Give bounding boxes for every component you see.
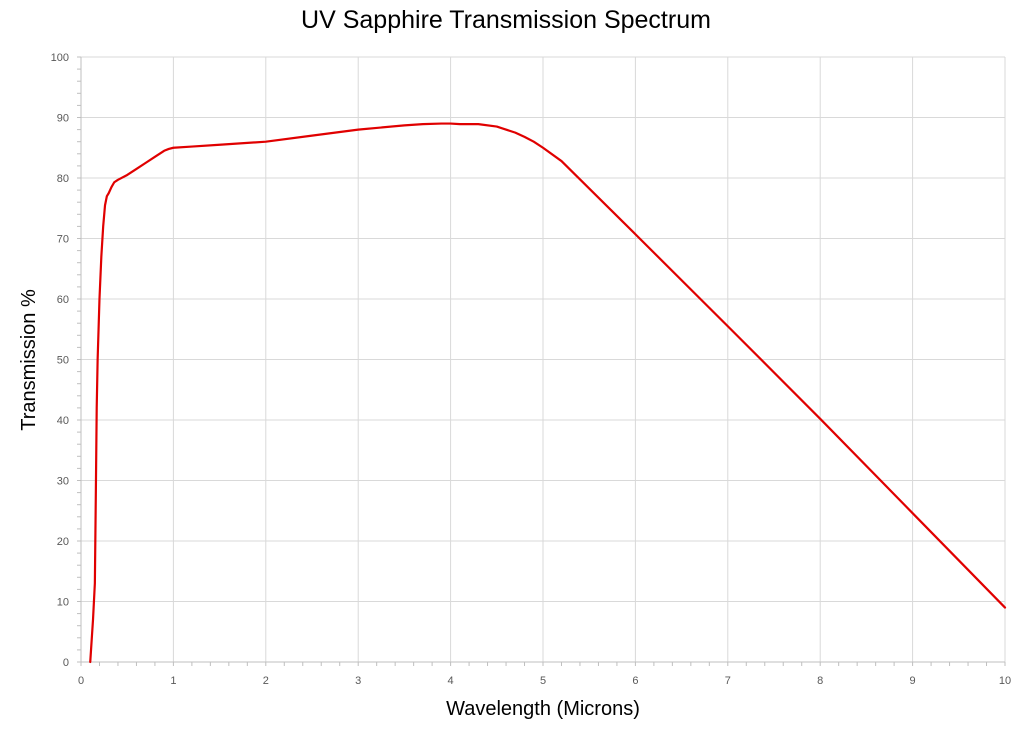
x-tick-label: 4 <box>448 675 454 687</box>
y-axis-title: Transmission % <box>18 289 40 431</box>
y-tick-label: 100 <box>51 52 69 64</box>
x-tick-label: 9 <box>910 675 916 687</box>
y-tick-label: 20 <box>57 536 69 548</box>
x-tick-label: 7 <box>725 675 731 687</box>
y-tick-label: 90 <box>57 113 69 125</box>
series-layer <box>89 122 1007 664</box>
gridlines <box>81 56 1006 662</box>
y-tick-label: 80 <box>57 173 69 185</box>
x-axis-title: Wavelength (Microns) <box>446 698 640 720</box>
x-tick-label: 2 <box>263 675 269 687</box>
x-tick-label: 10 <box>999 675 1011 687</box>
y-tick-label: 50 <box>57 355 69 367</box>
y-tick-label: 0 <box>63 657 69 669</box>
y-tick-label: 30 <box>57 476 69 488</box>
x-tick-label: 3 <box>355 675 361 687</box>
x-tick-label: 0 <box>78 675 84 687</box>
x-tick-label: 8 <box>817 675 823 687</box>
y-tick-label: 40 <box>57 415 69 427</box>
chart-title: UV Sapphire Transmission Spectrum <box>301 6 711 34</box>
y-tick-label: 70 <box>57 234 69 246</box>
axes <box>77 56 1006 666</box>
tick-labels: 0 10 20 30 40 50 60 70 80 90 100 0 1 2 3 4 5 6 7 8 9 10 <box>51 52 1011 687</box>
y-tick-label: 10 <box>57 597 69 609</box>
x-tick-label: 1 <box>170 675 176 687</box>
x-tick-label: 6 <box>632 675 638 687</box>
series-line-0 <box>89 122 1007 664</box>
y-tick-label: 60 <box>57 294 69 306</box>
x-tick-label: 5 <box>540 675 546 687</box>
